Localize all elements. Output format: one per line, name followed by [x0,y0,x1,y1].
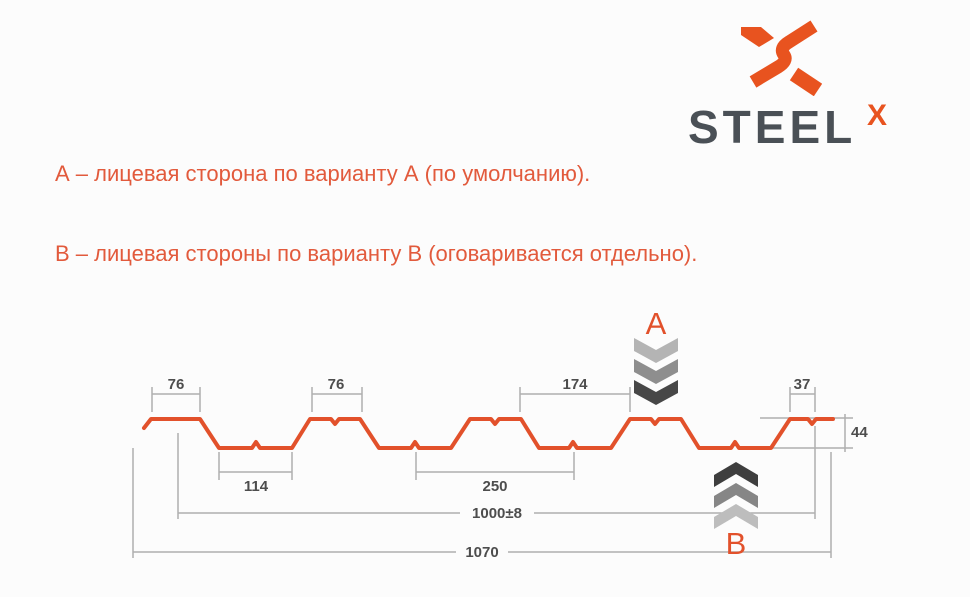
dim-crest-span-lines [519,387,631,412]
dim-valley-width-lines [218,452,293,480]
dim-label-edge-flange: 37 [794,376,811,393]
dim-label-valley-width: 114 [244,478,269,495]
dim-label-profile-height: 44 [851,424,868,441]
dim-label-overall-width: 1070 [465,544,498,561]
dim-label-cover-width: 1000±8 [472,505,522,522]
variant-a-chevron-1-icon [634,338,678,363]
dimension-lines [132,387,853,558]
dim-label-rib-pitch: 250 [482,478,507,495]
dim-edge-flange-lines [789,387,816,412]
variant-b-chevron-1-icon [714,462,758,487]
note-variant-a: А – лицевая сторона по варианту А (по ум… [55,161,591,186]
logo-x-bottom-right-arm [789,67,822,96]
dimension-labels: 76 76 174 37 44 114 250 1000±8 1070 [168,376,869,561]
logo-x-icon [741,20,822,96]
profile-outline [142,417,835,450]
note-variant-b: В – лицевая стороны по варианту В (огова… [55,241,698,266]
variant-b-label: B [726,526,747,561]
variant-b-marker: B [714,462,758,561]
dim-top-flange-1-lines [151,387,201,412]
dim-overall-width-lines [132,448,832,558]
variant-b-chevron-3-icon [714,504,758,529]
logo-x-top-left-arm [741,27,774,47]
logo-superscript-x: X [867,99,888,132]
variant-a-marker: A [634,306,678,405]
variant-b-chevron-2-icon [714,483,758,508]
dim-top-flange-2-lines [311,387,363,412]
logo-x-s-stroke [749,20,818,88]
dim-label-crest-span: 174 [562,376,588,393]
dim-label-top-flange-1: 76 [168,376,185,393]
logo-wordmark: STEEL [688,101,857,153]
dim-cover-width-lines [177,426,816,519]
dim-rib-pitch-lines [415,452,575,480]
dim-label-top-flange-2: 76 [328,376,345,393]
variant-a-chevron-3-icon [634,380,678,405]
variant-a-chevron-2-icon [634,359,678,384]
variant-a-label: A [646,306,667,341]
